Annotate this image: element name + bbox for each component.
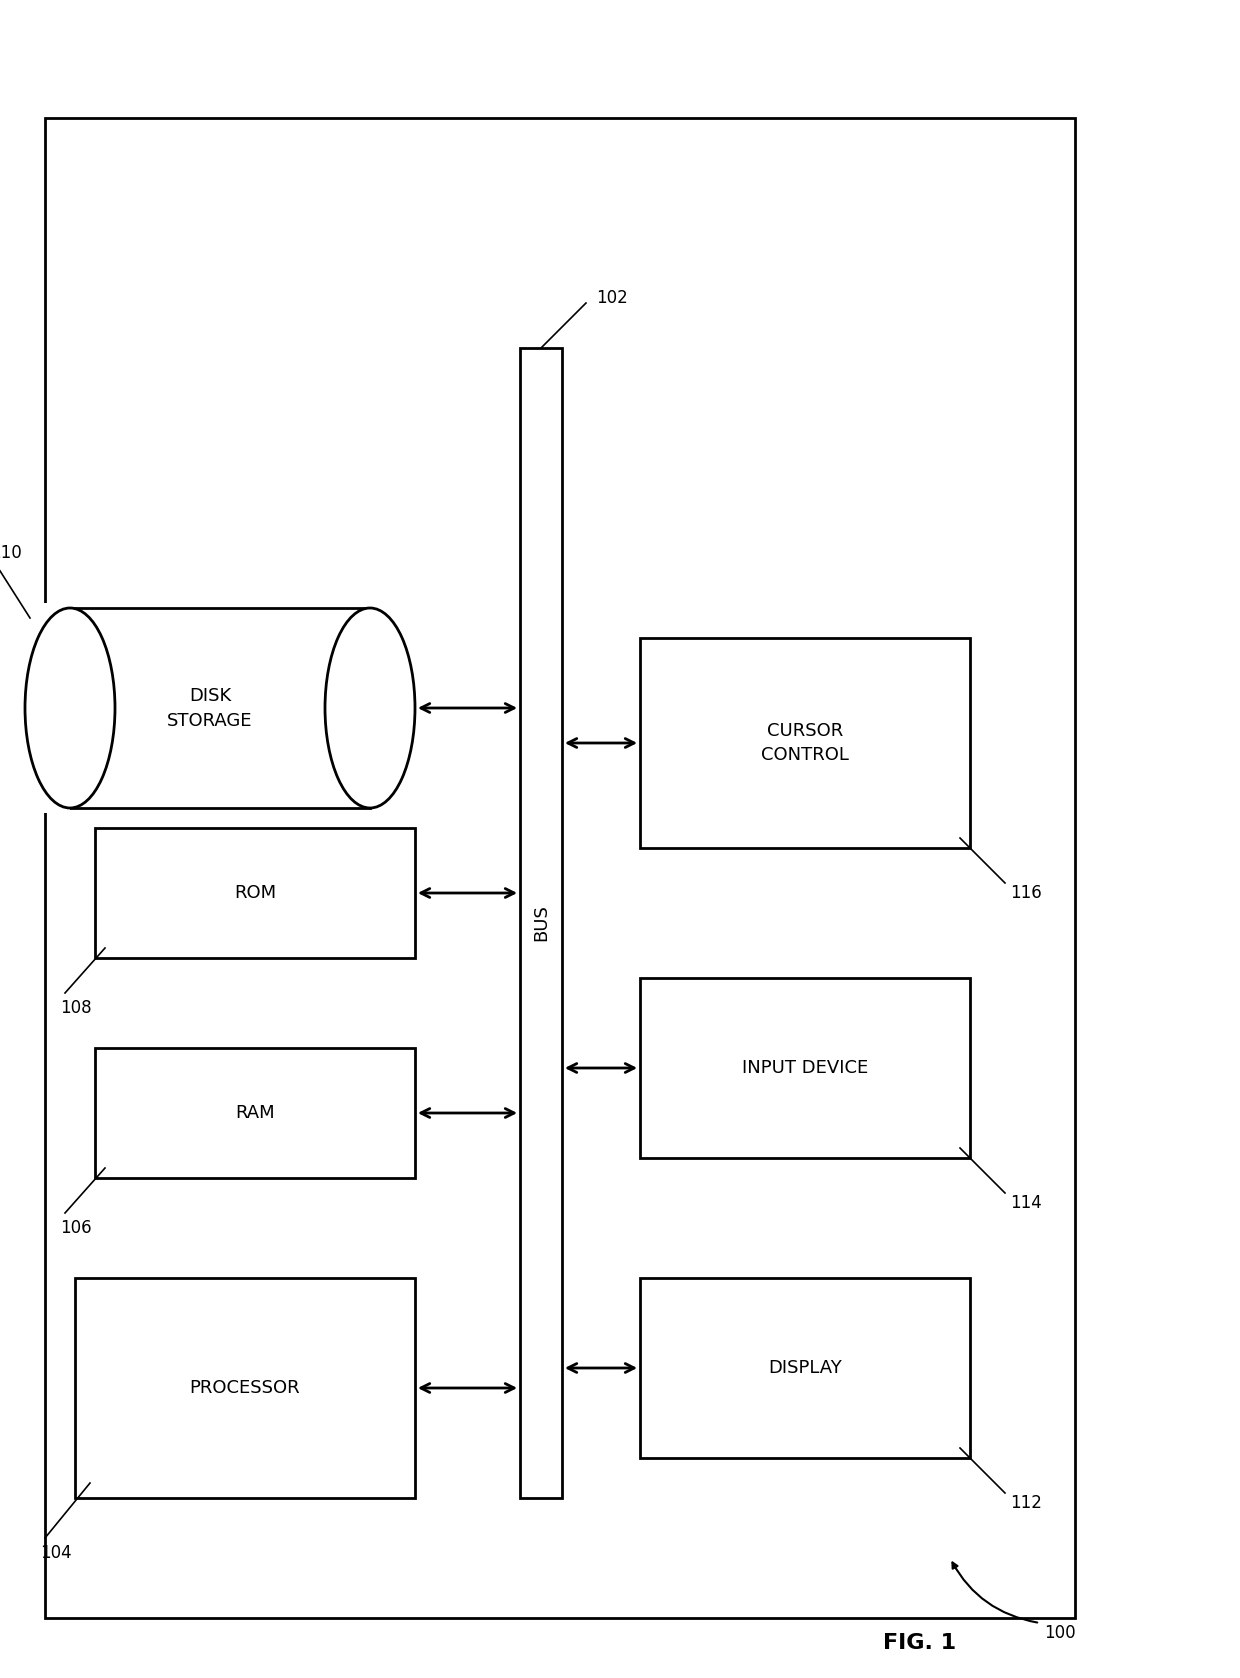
Text: 112: 112	[1011, 1493, 1042, 1512]
Text: RAM: RAM	[236, 1104, 275, 1123]
Ellipse shape	[25, 607, 115, 809]
Text: PROCESSOR: PROCESSOR	[190, 1379, 300, 1398]
Bar	[95, 827, 415, 958]
Text: DISPLAY: DISPLAY	[768, 1359, 842, 1378]
Bar	[640, 638, 970, 847]
Bar	[640, 978, 970, 1158]
Text: FIG. 1: FIG. 1	[883, 1633, 956, 1653]
Bar	[69, 607, 370, 809]
Text: 110: 110	[0, 544, 22, 562]
Bar	[20, 602, 69, 814]
Text: 108: 108	[60, 998, 92, 1017]
Bar	[74, 1279, 415, 1498]
Bar	[95, 1049, 415, 1178]
Bar	[520, 347, 562, 1498]
Text: 116: 116	[1011, 884, 1042, 903]
Text: 100: 100	[1044, 1624, 1076, 1643]
Text: 114: 114	[1011, 1195, 1042, 1212]
Text: CURSOR
CONTROL: CURSOR CONTROL	[761, 722, 849, 765]
Ellipse shape	[325, 607, 415, 809]
Bar	[640, 1279, 970, 1458]
Text: INPUT DEVICE: INPUT DEVICE	[742, 1059, 868, 1077]
Bar	[45, 117, 1075, 1618]
Text: DISK
STORAGE: DISK STORAGE	[167, 686, 253, 730]
Text: 106: 106	[60, 1218, 92, 1237]
Text: ROM: ROM	[234, 884, 277, 903]
Text: BUS: BUS	[532, 904, 551, 941]
Text: 104: 104	[40, 1544, 72, 1562]
Text: 102: 102	[596, 289, 627, 307]
